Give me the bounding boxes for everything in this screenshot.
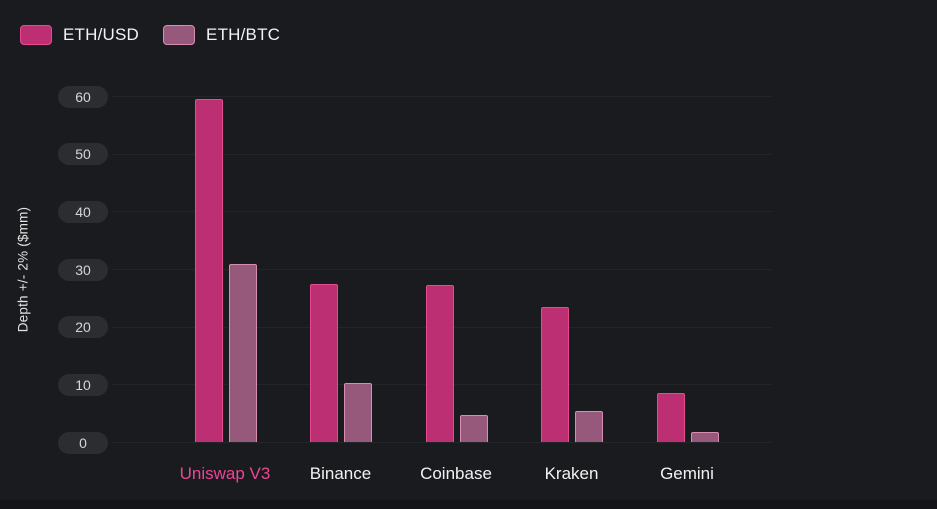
bar-eth-usd-gemini[interactable] xyxy=(656,393,685,443)
x-label-coinbase[interactable]: Coinbase xyxy=(420,464,492,483)
bar-eth-btc-uniswap-v3[interactable] xyxy=(228,263,257,443)
bar-eth-btc-binance[interactable] xyxy=(344,383,372,443)
bar-eth-btc-coinbase[interactable] xyxy=(459,415,488,443)
legend-label-eth-btc: ETH/BTC xyxy=(206,25,281,44)
y-tick-50: 50 xyxy=(58,143,108,166)
eth-btc-swatch-icon xyxy=(163,25,196,45)
legend-label-eth-usd: ETH/USD xyxy=(63,25,140,44)
gridline-0 xyxy=(112,442,772,443)
y-tick-60: 60 xyxy=(58,85,108,108)
gridline-60 xyxy=(112,96,772,98)
x-label-uniswap-v3[interactable]: Uniswap V3 xyxy=(179,464,271,483)
legend-item-eth-usd[interactable]: ETH/USD xyxy=(20,25,139,45)
bar-eth-usd-coinbase[interactable] xyxy=(425,285,454,443)
gridline-40 xyxy=(112,211,772,213)
y-tick-30: 30 xyxy=(58,258,108,281)
y-tick-20: 20 xyxy=(58,316,108,339)
bar-eth-btc-kraken[interactable] xyxy=(575,410,603,443)
bar-eth-usd-kraken[interactable] xyxy=(541,307,569,443)
bar-eth-btc-gemini[interactable] xyxy=(690,432,719,443)
gridline-50 xyxy=(112,153,772,155)
eth-usd-swatch-icon xyxy=(20,25,52,45)
bottom-strip xyxy=(0,500,937,509)
x-label-gemini[interactable]: Gemini xyxy=(660,464,714,483)
bar-eth-usd-binance[interactable] xyxy=(310,283,338,443)
y-tick-10: 10 xyxy=(58,373,108,396)
x-label-binance[interactable]: Binance xyxy=(309,464,372,483)
y-axis-title: Depth +/- 2% ($mm) xyxy=(15,206,31,333)
legend-item-eth-btc[interactable]: ETH/BTC xyxy=(163,25,280,45)
y-tick-0: 0 xyxy=(58,431,108,454)
x-label-kraken[interactable]: Kraken xyxy=(544,464,599,483)
legend: ETH/USD ETH/BTC xyxy=(20,25,280,45)
y-tick-40: 40 xyxy=(58,200,108,223)
bar-eth-usd-uniswap-v3[interactable] xyxy=(194,99,223,443)
gridline-30 xyxy=(112,269,772,271)
